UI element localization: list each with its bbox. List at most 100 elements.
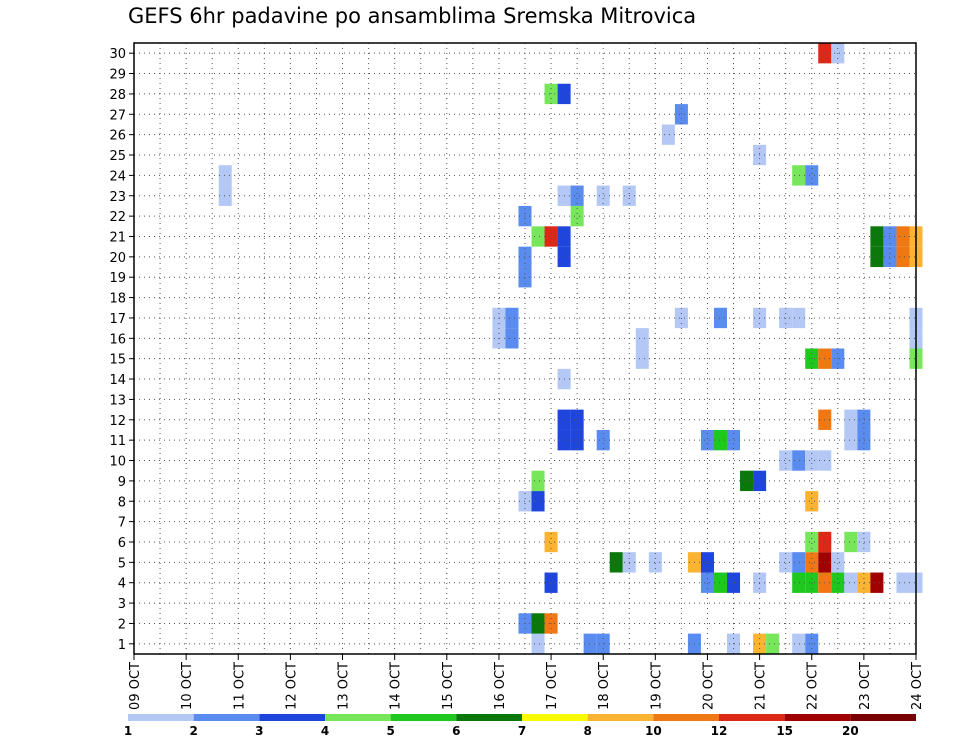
colorbar-segment	[587, 714, 654, 721]
data-cell	[870, 246, 884, 268]
colorbar-segment	[259, 714, 325, 721]
data-cell	[805, 531, 819, 553]
colorbar-segment	[850, 714, 916, 721]
data-cell	[844, 531, 858, 553]
y-tick-label: 8	[118, 495, 126, 510]
data-cell	[766, 633, 780, 654]
data-cell	[505, 328, 519, 349]
colorbar-segment	[719, 714, 785, 721]
data-cell	[727, 572, 741, 593]
y-tick-label: 23	[109, 190, 126, 205]
y-tick-label: 19	[109, 271, 126, 286]
colorbar-label: 10	[645, 724, 662, 738]
y-tick-label: 5	[118, 556, 126, 571]
data-cell	[492, 307, 506, 329]
data-cell	[896, 572, 910, 593]
colorbar-label: 2	[189, 724, 197, 738]
data-cell	[674, 307, 688, 329]
data-cell	[805, 552, 819, 573]
data-cell	[844, 572, 858, 593]
data-cell	[583, 633, 597, 654]
data-cell	[505, 307, 519, 329]
x-tick-label: 23 OCT	[858, 662, 873, 710]
data-cell	[740, 470, 754, 492]
colorbar-segment	[193, 714, 260, 721]
chart-title: GEFS 6hr padavine po ansamblima Sremska …	[128, 4, 697, 28]
y-tick-label: 29	[109, 68, 126, 83]
y-tick-label: 26	[109, 129, 126, 144]
y-tick-label: 9	[118, 475, 126, 490]
data-cell	[792, 450, 806, 471]
x-tick-label: 16 OCT	[493, 662, 508, 710]
colorbar-segment	[653, 714, 719, 721]
y-tick-label: 30	[109, 47, 126, 62]
data-cell	[792, 552, 806, 573]
y-tick-label: 15	[109, 353, 126, 368]
data-cell	[792, 572, 806, 593]
data-cell	[779, 450, 793, 471]
data-cell	[570, 429, 584, 451]
data-cell	[596, 429, 610, 451]
data-cell	[609, 552, 623, 573]
colorbar-segment	[325, 714, 391, 721]
data-cell	[857, 409, 871, 430]
plot-frame	[133, 42, 917, 655]
data-cell	[544, 531, 558, 553]
data-cell	[674, 104, 688, 125]
y-tick-label: 3	[118, 597, 126, 612]
data-cell	[700, 572, 714, 593]
data-cell	[713, 307, 728, 329]
x-tick-label: 14 OCT	[389, 662, 404, 710]
y-tick-label: 6	[118, 536, 126, 551]
colorbar-segment	[784, 714, 851, 721]
data-cell	[844, 409, 858, 430]
y-tick-label: 20	[109, 251, 126, 266]
data-cell	[844, 429, 858, 451]
data-cell	[857, 572, 871, 593]
data-cell	[805, 165, 819, 186]
x-tick-label: 15 OCT	[441, 662, 456, 710]
y-tick-label: 4	[118, 577, 126, 592]
x-tick-label: 17 OCT	[545, 662, 560, 710]
x-tick-label: 22 OCT	[806, 662, 821, 710]
data-cell	[596, 185, 610, 206]
x-tick-label: 21 OCT	[754, 662, 769, 710]
y-tick-label: 14	[109, 373, 126, 388]
y-tick-label: 11	[109, 434, 126, 449]
data-cell	[805, 572, 819, 593]
y-tick-label: 18	[109, 292, 126, 307]
x-tick-label: 20 OCT	[701, 662, 716, 710]
colorbar-label: 5	[386, 724, 394, 738]
data-cell	[779, 552, 793, 573]
colorbar-label: 12	[711, 724, 728, 738]
data-cell	[570, 185, 584, 206]
y-tick-label: 10	[109, 455, 126, 470]
data-cell	[570, 205, 584, 227]
colorbar-segment	[456, 714, 522, 721]
data-cell	[218, 165, 232, 186]
colorbar-label: 6	[452, 724, 460, 738]
y-tick-label: 25	[109, 149, 126, 164]
x-tick-label: 11 OCT	[232, 662, 247, 710]
data-cell	[661, 124, 675, 145]
colorbar-segment	[128, 714, 194, 721]
data-cell	[700, 552, 714, 573]
data-cell	[870, 226, 884, 247]
y-tick-label: 17	[109, 312, 126, 327]
colorbar-label: 1	[124, 724, 132, 738]
y-tick-label: 12	[109, 414, 126, 429]
data-cell	[531, 613, 545, 634]
y-tick-label: 13	[109, 393, 126, 408]
data-cell	[570, 409, 584, 430]
data-cell	[805, 491, 819, 512]
y-tick-label: 7	[118, 516, 126, 531]
data-cell	[896, 226, 910, 247]
x-tick-label: 24 OCT	[910, 662, 925, 710]
y-tick-label: 28	[109, 88, 126, 103]
data-cell	[700, 429, 714, 451]
y-tick-label: 21	[109, 230, 126, 245]
data-cell	[544, 572, 558, 593]
x-tick-label: 10 OCT	[180, 662, 195, 710]
x-tick-label: 09 OCT	[128, 662, 143, 710]
data-cell	[857, 531, 871, 553]
